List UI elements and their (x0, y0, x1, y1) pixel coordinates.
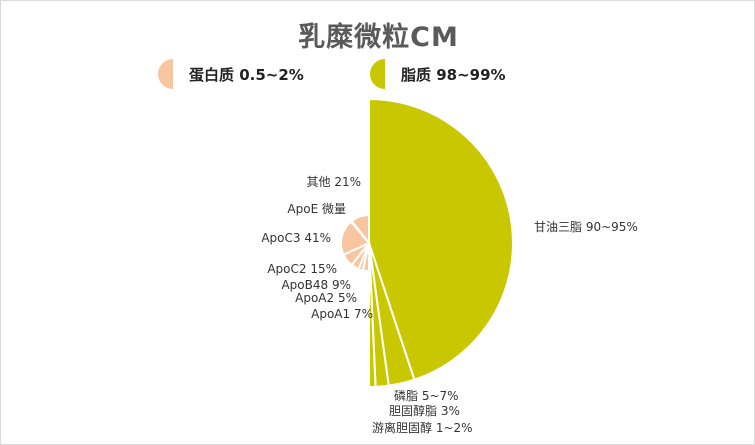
pie-slice-lipid-3 (368, 242, 377, 389)
slice-label-lipid-3: 游离胆固醇 1~2% (372, 420, 473, 435)
legend-label-protein: 蛋白质 0.5~2% (189, 65, 304, 84)
slice-label-protein-5: ApoE 微量 (287, 202, 346, 216)
chart-title: 乳糜微粒CM (298, 22, 459, 53)
slice-label-protein-3: ApoC2 15% (267, 262, 337, 276)
legend-swatch-lipid (370, 59, 385, 89)
legend-swatch-protein (158, 59, 173, 89)
slice-label-protein-0: ApoA1 7% (311, 307, 373, 321)
pie-slice-protein-6 (350, 213, 370, 246)
slice-label-protein-1: ApoA2 5% (295, 291, 357, 305)
slice-label-protein-4: ApoC3 41% (261, 231, 331, 245)
slice-label-lipid-2: 胆固醇脂 3% (389, 403, 460, 418)
slice-label-lipid-1: 磷脂 5~7% (394, 388, 459, 403)
slice-label-protein-6: 其他 21% (307, 175, 362, 189)
slice-label-lipid-0: 甘油三脂 90~95% (534, 219, 638, 234)
pie-slice-lipid-0 (368, 97, 514, 381)
legend-item-protein: 蛋白质 0.5~2% (158, 59, 304, 89)
legend-item-lipid: 脂质 98~99% (370, 59, 506, 89)
legend-label-lipid: 脂质 98~99% (401, 65, 506, 84)
slice-label-protein-2: ApoB48 9% (281, 278, 351, 292)
